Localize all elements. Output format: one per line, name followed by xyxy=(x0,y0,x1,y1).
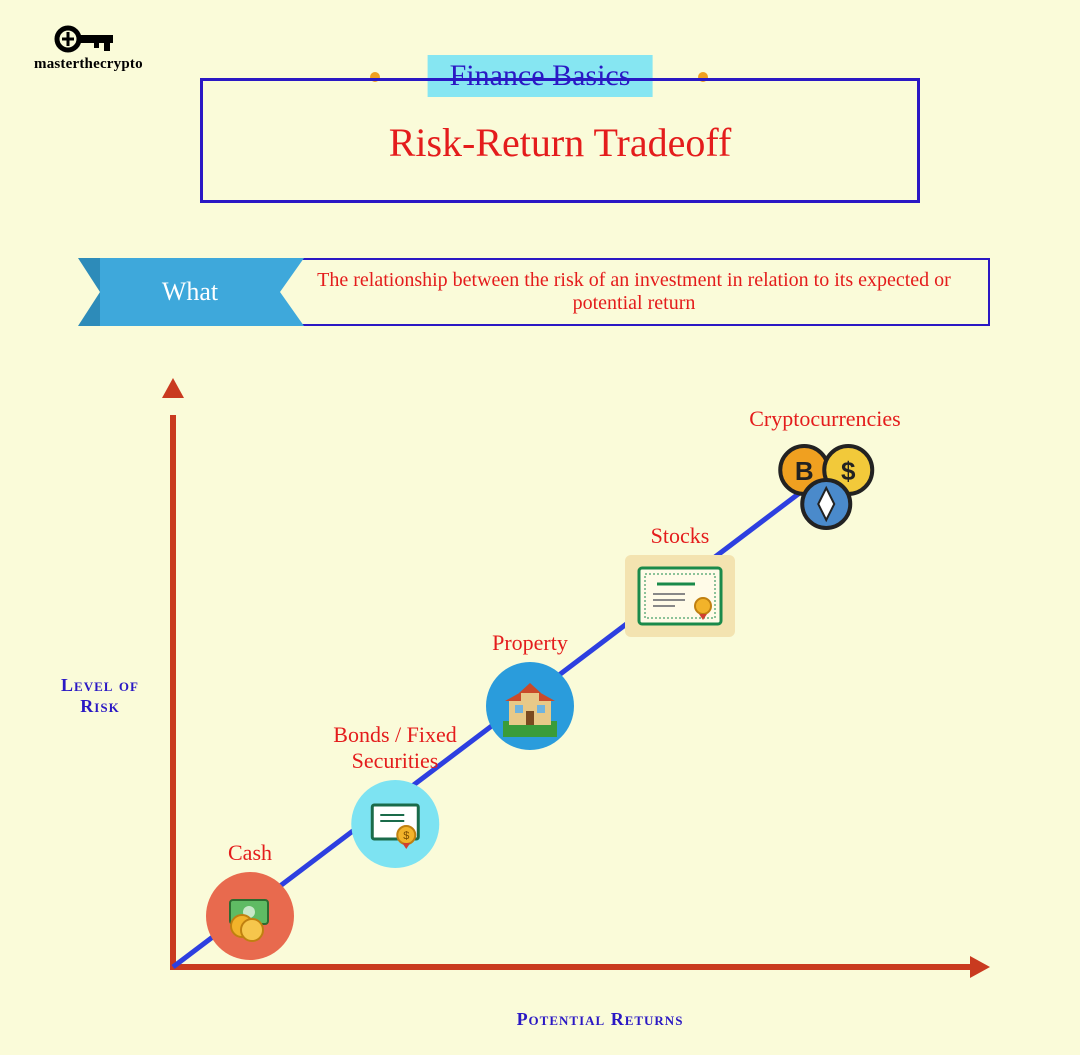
x-axis xyxy=(170,964,970,970)
x-axis-arrow xyxy=(970,956,990,978)
svg-text:$: $ xyxy=(841,456,856,486)
property-icon xyxy=(486,662,574,750)
page-title: Risk-Return Tradeoff xyxy=(203,119,917,166)
data-point-cash: Cash xyxy=(206,840,294,960)
y-axis-arrow xyxy=(162,378,184,398)
what-ribbon: What xyxy=(100,258,280,326)
crypto-icon: B$ xyxy=(770,438,880,538)
what-description-box: The relationship between the risk of an … xyxy=(280,258,990,326)
svg-text:$: $ xyxy=(403,830,409,842)
cash-icon xyxy=(206,872,294,960)
point-label-crypto: Cryptocurrencies xyxy=(749,406,901,432)
data-point-property: Property xyxy=(486,630,574,750)
point-label-stocks: Stocks xyxy=(651,523,710,549)
stock-icon xyxy=(625,555,735,637)
y-axis-label: Level of Risk xyxy=(40,675,160,717)
what-label: What xyxy=(162,277,218,307)
data-point-crypto: CryptocurrenciesB$ xyxy=(749,406,901,538)
brand-name: masterthecrypto xyxy=(34,56,143,73)
point-label-property: Property xyxy=(492,630,568,656)
what-description: The relationship between the risk of an … xyxy=(298,269,970,315)
y-axis xyxy=(170,415,176,970)
x-axis-label: Potential Returns xyxy=(500,1009,700,1030)
what-section: What The relationship between the risk o… xyxy=(100,258,990,326)
header-box: Risk-Return Tradeoff xyxy=(200,78,920,203)
bond-icon: $ xyxy=(351,780,439,868)
risk-return-chart: Level of Risk Potential Returns CashBond… xyxy=(170,380,990,970)
point-label-bonds: Bonds / Fixed Securities xyxy=(333,722,456,774)
data-point-bonds: Bonds / Fixed Securities $ xyxy=(333,722,456,868)
svg-text:B: B xyxy=(795,456,814,486)
point-label-cash: Cash xyxy=(228,840,272,866)
data-point-stocks: Stocks xyxy=(625,523,735,637)
key-logo-icon xyxy=(54,22,122,56)
brand-logo: masterthecrypto xyxy=(34,22,143,73)
